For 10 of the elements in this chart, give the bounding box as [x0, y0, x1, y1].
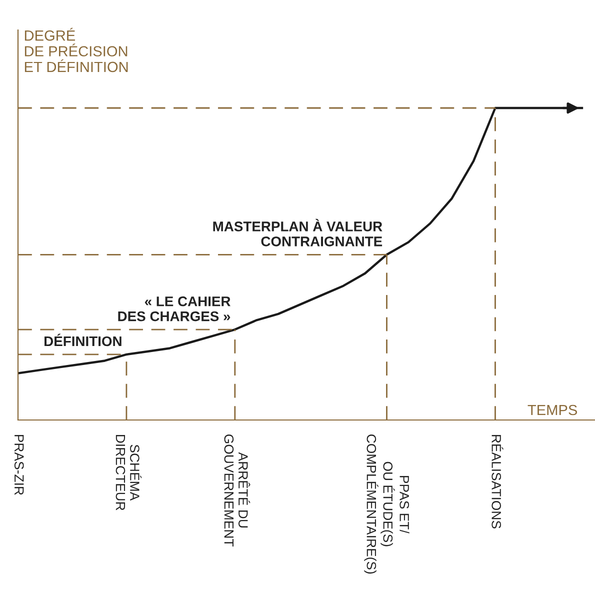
annotation: DÉFINITION: [44, 334, 122, 346]
x-tick-label: SCHÉMA DIRECTEUR: [116, 434, 142, 510]
x-tick-label: PRAS-ZIR: [14, 434, 24, 495]
x-tick-label: PPAS ET/ OU ÉTUDE(S) COMPLÉMENTAIRE(S): [364, 434, 410, 574]
annotation: MASTERPLAN À VALEUR CONTRAIGNANTE: [213, 218, 382, 246]
x-tick-label: ARRÊTÉ DU GOUVERNEMENT: [224, 434, 250, 546]
annotation: « LE CAHIER DES CHARGES »: [118, 296, 230, 322]
x-tick-label: RÉALISATIONS: [492, 434, 504, 528]
x-axis-title: TEMPS: [528, 404, 578, 416]
y-axis-title: DEGRÉ DE PRÉCISION ET DÉFINITION: [24, 28, 128, 72]
